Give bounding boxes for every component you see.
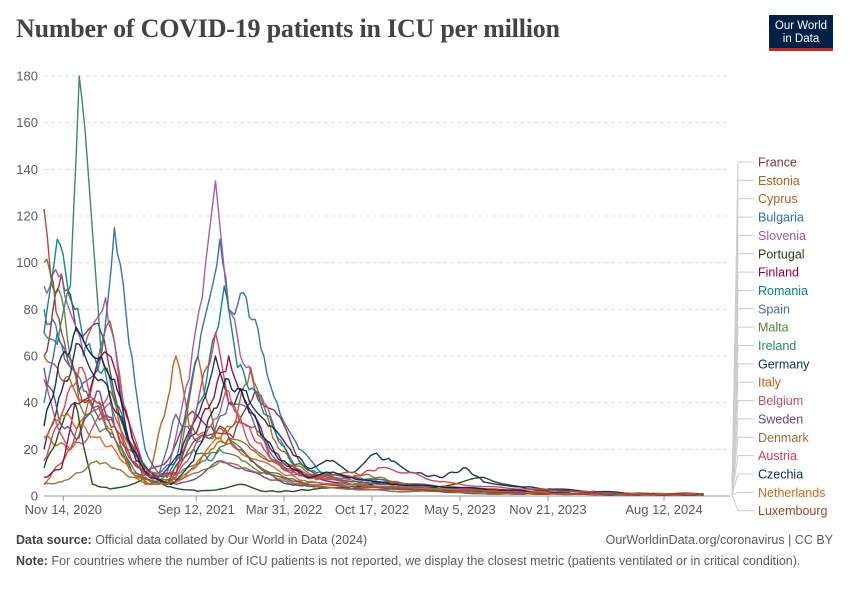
series-lines: [43, 75, 704, 497]
y-tick-label: 160: [16, 115, 38, 130]
owid-logo[interactable]: Our World in Data: [769, 15, 833, 51]
data-source-text: Official data collated by Our World in D…: [95, 533, 368, 547]
series-line-finland[interactable]: [43, 351, 704, 496]
x-tick-label: Nov 14, 2020: [25, 502, 102, 517]
series-line-netherlands[interactable]: [43, 413, 704, 496]
series-line-slovenia[interactable]: [43, 180, 704, 496]
y-axis-tick-labels: 0 20 40 60 80 100 120 140 160 180: [16, 69, 38, 504]
y-tick-label: 120: [16, 209, 38, 224]
note-label: Note:: [16, 554, 48, 568]
x-tick-label: Sep 12, 2021: [157, 502, 234, 517]
note-text: For countries where the number of ICU pa…: [51, 554, 801, 568]
legend-label-slovenia[interactable]: Slovenia: [758, 229, 806, 243]
series-line-malta[interactable]: [43, 258, 704, 496]
y-tick-label: 60: [24, 349, 38, 364]
x-tick-label: Nov 21, 2023: [509, 502, 586, 517]
legend-connector: [731, 494, 754, 512]
legend-connector: [731, 436, 754, 495]
legend-label-cyprus[interactable]: Cyprus: [758, 192, 798, 206]
legend-label-italy[interactable]: Italy: [758, 376, 782, 390]
series-line-luxembourg[interactable]: [43, 208, 704, 496]
legend-connector: [731, 455, 754, 495]
legend-label-germany[interactable]: Germany: [758, 357, 810, 371]
logo-line-1: Our World: [774, 20, 828, 32]
x-tick-label: Oct 17, 2022: [335, 502, 409, 517]
line-chart: 0 20 40 60 80 100 120 140 160 180 Nov 14, 2020 Sep…: [16, 69, 828, 519]
legend-label-france[interactable]: France: [758, 156, 797, 170]
legend-label-estonia[interactable]: Estonia: [758, 174, 800, 188]
legend: France Estonia Cyprus Bulgaria Slovenia Portu…: [731, 156, 828, 518]
legend-label-austria[interactable]: Austria: [758, 449, 797, 463]
series-line-austria[interactable]: [43, 332, 704, 496]
legend-label-luxembourg[interactable]: Luxembourg: [758, 504, 828, 518]
legend-label-czechia[interactable]: Czechia: [758, 467, 803, 481]
chart-title: Number of COVID-19 patients in ICU per m…: [16, 14, 560, 43]
x-axis-tick-labels: Nov 14, 2020 Sep 12, 2021 Mar 31, 2022 Oct …: [25, 496, 703, 517]
legend-connector: [731, 473, 754, 495]
grid-lines: [44, 75, 730, 497]
legend-label-netherlands[interactable]: Netherlands: [758, 486, 825, 500]
y-tick-label: 20: [24, 442, 38, 457]
series-line-bulgaria[interactable]: [43, 226, 704, 496]
legend-label-belgium[interactable]: Belgium: [758, 394, 803, 408]
legend-label-denmark[interactable]: Denmark: [758, 431, 809, 445]
series-line-france[interactable]: [43, 273, 704, 495]
x-tick-label: May 5, 2023: [424, 502, 496, 517]
legend-label-sweden[interactable]: Sweden: [758, 412, 803, 426]
legend-label-spain[interactable]: Spain: [758, 302, 790, 316]
y-tick-label: 80: [24, 302, 38, 317]
series-line-romania[interactable]: [43, 238, 704, 496]
x-tick-label: Aug 12, 2024: [625, 502, 702, 517]
chart-note: Note: For countries where the number of …: [16, 554, 806, 569]
data-source-label: Data source:: [16, 533, 92, 547]
y-tick-label: 100: [16, 255, 38, 270]
legend-label-bulgaria[interactable]: Bulgaria: [758, 211, 804, 225]
legend-connector: [731, 418, 754, 495]
y-tick-label: 180: [16, 69, 38, 84]
logo-line-2: in Data: [782, 33, 820, 45]
y-tick-label: 40: [24, 395, 38, 410]
legend-label-ireland[interactable]: Ireland: [758, 339, 796, 353]
x-tick-label: Mar 31, 2022: [246, 502, 323, 517]
legend-label-romania[interactable]: Romania: [758, 284, 808, 298]
legend-label-finland[interactable]: Finland: [758, 266, 799, 280]
y-tick-label: 0: [31, 489, 38, 504]
y-tick-label: 140: [16, 162, 38, 177]
data-source: Data source: Official data collated by O…: [16, 533, 367, 547]
legend-label-portugal[interactable]: Portugal: [758, 247, 805, 261]
source-url-link[interactable]: OurWorldinData.org/coronavirus | CC BY: [605, 533, 833, 547]
legend-label-malta[interactable]: Malta: [758, 321, 789, 335]
legend-connector: [731, 491, 754, 496]
